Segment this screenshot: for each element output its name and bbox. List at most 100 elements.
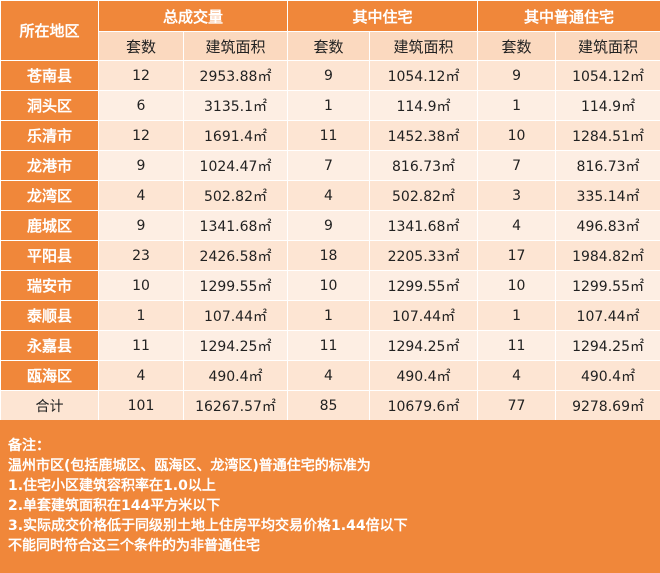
count-cell: 12 — [98, 120, 184, 151]
area-cell: 114.9㎡ — [369, 90, 479, 121]
area-cell: 1294.25㎡ — [182, 330, 289, 361]
region-cell: 永嘉县 — [0, 330, 99, 361]
count-cell: 1 — [287, 90, 371, 121]
area-cell: 816.73㎡ — [369, 150, 479, 181]
count-cell: 9 — [477, 60, 557, 91]
count-cell: 7 — [477, 150, 557, 181]
group-header-residential: 其中住宅 — [287, 0, 479, 32]
notes-line: 1.住宅小区建筑容积率在1.0以上 — [8, 478, 216, 494]
table-row: 瑞安市 10 1299.55㎡ 10 1299.55㎡ 10 1299.55㎡ — [0, 270, 660, 301]
area-cell: 1691.4㎡ — [182, 120, 289, 151]
total-count-cell: 77 — [477, 390, 557, 421]
area-cell: 1294.25㎡ — [555, 330, 660, 361]
count-cell: 10 — [477, 120, 557, 151]
count-cell: 4 — [477, 360, 557, 391]
area-cell: 816.73㎡ — [555, 150, 660, 181]
count-cell: 4 — [98, 360, 184, 391]
count-cell: 4 — [287, 180, 371, 211]
region-cell: 龙湾区 — [0, 180, 99, 211]
count-cell: 10 — [477, 270, 557, 301]
count-cell: 1 — [98, 300, 184, 331]
table-row: 永嘉县 11 1294.25㎡ 11 1294.25㎡ 11 1294.25㎡ — [0, 330, 660, 361]
count-cell: 10 — [287, 270, 371, 301]
region-cell: 瑞安市 — [0, 270, 99, 301]
area-cell: 114.9㎡ — [555, 90, 660, 121]
area-cell: 490.4㎡ — [369, 360, 479, 391]
area-cell: 1299.55㎡ — [369, 270, 479, 301]
count-cell: 1 — [477, 300, 557, 331]
area-cell: 107.44㎡ — [369, 300, 479, 331]
count-cell: 11 — [477, 330, 557, 361]
region-cell: 鹿城区 — [0, 210, 99, 241]
table-row: 龙港市 9 1024.47㎡ 7 816.73㎡ 7 816.73㎡ — [0, 150, 660, 181]
area-cell: 1294.25㎡ — [369, 330, 479, 361]
total-label: 合计 — [0, 390, 99, 421]
count-cell: 6 — [98, 90, 184, 121]
table-row: 瓯海区 4 490.4㎡ 4 490.4㎡ 4 490.4㎡ — [0, 360, 660, 391]
area-cell: 502.82㎡ — [182, 180, 289, 211]
count-cell: 9 — [98, 150, 184, 181]
count-cell: 4 — [477, 210, 557, 241]
region-cell: 苍南县 — [0, 60, 99, 91]
area-cell: 1024.47㎡ — [182, 150, 289, 181]
area-cell: 1341.68㎡ — [182, 210, 289, 241]
sub-header-area: 建筑面积 — [369, 31, 479, 61]
count-cell: 1 — [287, 300, 371, 331]
total-row: 合计 101 16267.57㎡ 85 10679.6㎡ 77 9278.69㎡ — [0, 390, 660, 421]
total-count-cell: 101 — [98, 390, 184, 421]
notes-heading: 备注： — [8, 438, 50, 454]
region-column-header: 所在地区 — [0, 0, 99, 61]
area-cell: 1284.51㎡ — [555, 120, 660, 151]
group-header-ordinary-residential: 其中普通住宅 — [477, 0, 660, 32]
area-cell: 2205.33㎡ — [369, 240, 479, 271]
count-cell: 18 — [287, 240, 371, 271]
area-cell: 1299.55㎡ — [182, 270, 289, 301]
count-cell: 9 — [287, 60, 371, 91]
group-header-total: 总成交量 — [97, 0, 289, 32]
count-cell: 9 — [98, 210, 184, 241]
area-cell: 2426.58㎡ — [182, 240, 289, 271]
notes-line: 2.单套建筑面积在144平方米以下 — [8, 498, 221, 514]
total-area-cell: 9278.69㎡ — [555, 390, 660, 421]
area-cell: 107.44㎡ — [555, 300, 660, 331]
notes-line: 温州市区(包括鹿城区、瓯海区、龙湾区)普通住宅的标准为 — [8, 458, 371, 474]
area-cell: 1341.68㎡ — [369, 210, 479, 241]
total-count-cell: 85 — [287, 390, 371, 421]
area-cell: 1054.12㎡ — [369, 60, 479, 91]
table-row: 鹿城区 9 1341.68㎡ 9 1341.68㎡ 4 496.83㎡ — [0, 210, 660, 241]
count-cell: 11 — [287, 120, 371, 151]
total-area-cell: 16267.57㎡ — [182, 390, 289, 421]
count-cell: 4 — [287, 360, 371, 391]
table-row: 苍南县 12 2953.88㎡ 9 1054.12㎡ 9 1054.12㎡ — [0, 60, 660, 91]
sales-table: 所在地区 总成交量 其中住宅 其中普通住宅 套数 建筑面积 套数 建筑面积 套数… — [0, 0, 660, 421]
total-area-cell: 10679.6㎡ — [369, 390, 479, 421]
table-row: 平阳县 23 2426.58㎡ 18 2205.33㎡ 17 1984.82㎡ — [0, 240, 660, 271]
area-cell: 1299.55㎡ — [555, 270, 660, 301]
area-cell: 107.44㎡ — [182, 300, 289, 331]
count-cell: 9 — [287, 210, 371, 241]
area-cell: 490.4㎡ — [182, 360, 289, 391]
count-cell: 23 — [98, 240, 184, 271]
notes-panel: 备注： 温州市区(包括鹿城区、瓯海区、龙湾区)普通住宅的标准为 1.住宅小区建筑… — [0, 420, 660, 573]
table-row: 泰顺县 1 107.44㎡ 1 107.44㎡ 1 107.44㎡ — [0, 300, 660, 331]
region-cell: 平阳县 — [0, 240, 99, 271]
notes-line: 不能同时符合这三个条件的为非普通住宅 — [8, 538, 260, 554]
area-cell: 3135.1㎡ — [182, 90, 289, 121]
count-cell: 1 — [477, 90, 557, 121]
sub-header-count: 套数 — [287, 31, 371, 61]
region-cell: 洞头区 — [0, 90, 99, 121]
area-cell: 1054.12㎡ — [555, 60, 660, 91]
area-cell: 2953.88㎡ — [182, 60, 289, 91]
area-cell: 490.4㎡ — [555, 360, 660, 391]
area-cell: 496.83㎡ — [555, 210, 660, 241]
area-cell: 502.82㎡ — [369, 180, 479, 211]
sub-header-count: 套数 — [98, 31, 184, 61]
count-cell: 12 — [98, 60, 184, 91]
count-cell: 3 — [477, 180, 557, 211]
region-cell: 龙港市 — [0, 150, 99, 181]
area-cell: 1452.38㎡ — [369, 120, 479, 151]
count-cell: 10 — [98, 270, 184, 301]
notes-line: 3.实际成交价格低于同级别土地上住房平均交易价格1.44倍以下 — [8, 518, 408, 534]
area-cell: 1984.82㎡ — [555, 240, 660, 271]
